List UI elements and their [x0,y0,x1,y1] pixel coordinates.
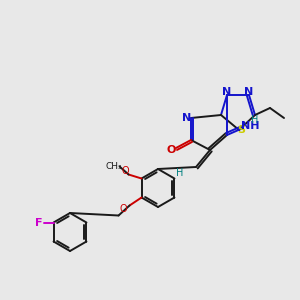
Text: S: S [237,125,245,135]
Text: H: H [176,168,184,178]
Text: H: H [251,115,259,125]
Text: O: O [120,205,128,214]
Text: O: O [122,166,129,176]
Text: CH₃: CH₃ [105,162,122,171]
Text: N: N [182,113,192,123]
Text: N: N [222,87,232,97]
Text: F: F [35,218,42,227]
Text: N: N [244,87,253,97]
Text: NH: NH [241,121,259,131]
Text: O: O [166,145,176,155]
